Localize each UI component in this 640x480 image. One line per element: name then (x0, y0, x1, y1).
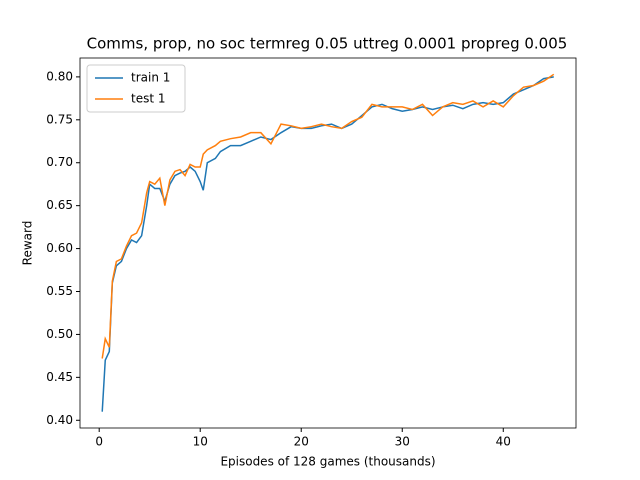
x-tick-label: 20 (294, 435, 309, 449)
legend-label: test 1 (131, 92, 166, 106)
y-axis-label: Reward (21, 221, 35, 266)
legend-label: train 1 (131, 71, 170, 85)
y-tick-label: 0.60 (46, 241, 73, 255)
x-tick-label: 40 (496, 435, 511, 449)
y-tick-label: 0.70 (46, 155, 73, 169)
y-tick-label: 0.65 (46, 198, 73, 212)
y-tick-label: 0.45 (46, 370, 73, 384)
y-tick-label: 0.80 (46, 69, 73, 83)
y-tick-label: 0.75 (46, 112, 73, 126)
legend-box (86, 64, 186, 113)
y-tick-label: 0.40 (46, 413, 73, 427)
chart-title: Comms, prop, no soc termreg 0.05 uttreg … (87, 35, 568, 53)
x-tick-label: 10 (193, 435, 208, 449)
plot-frame (79, 57, 577, 429)
line-series (101, 73, 555, 359)
y-tick-label: 0.55 (46, 284, 73, 298)
x-tick-label: 0 (95, 435, 103, 449)
line-series (101, 76, 554, 412)
x-tick-label: 30 (395, 435, 410, 449)
x-axis-label: Episodes of 128 games (thousands) (220, 455, 435, 469)
y-tick-label: 0.50 (46, 327, 73, 341)
